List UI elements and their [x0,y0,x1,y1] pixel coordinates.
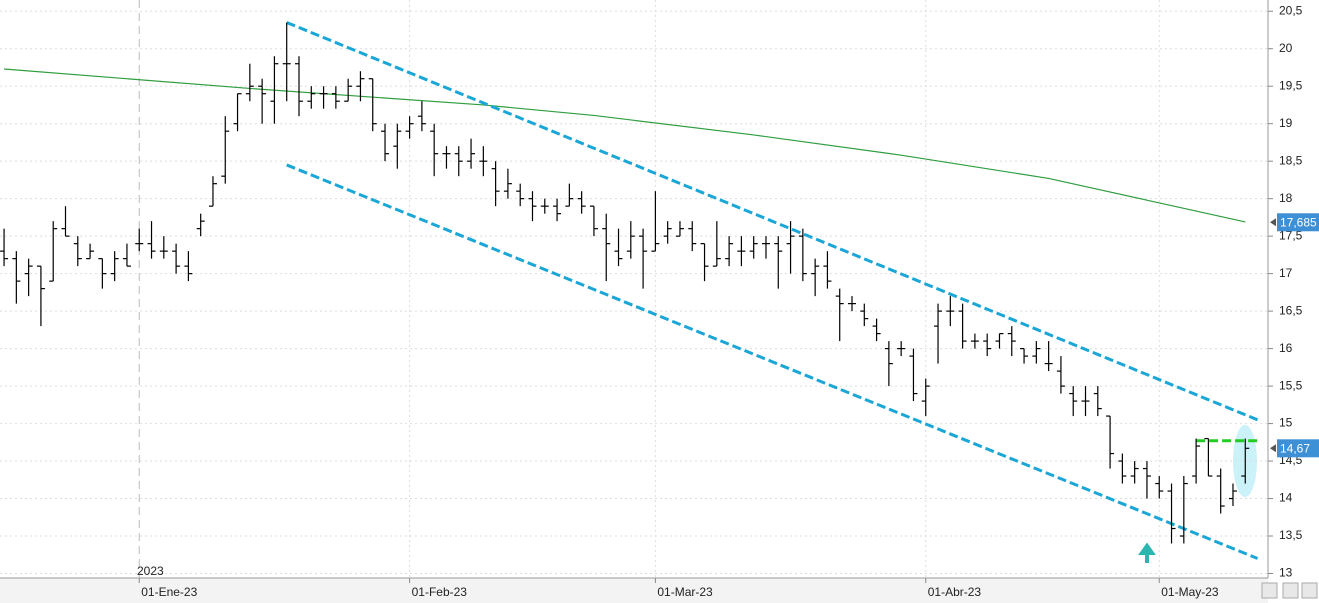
price-tag [1277,213,1319,232]
price-tag [1277,439,1319,458]
y-tick-label: 15 [1279,416,1293,430]
year-label: 2023 [137,564,164,578]
channel-line [286,21,1259,422]
y-tick-label: 19,5 [1279,78,1303,92]
price-tag-label: 14,67 [1280,441,1310,455]
channel-line [286,163,1259,560]
x-axis-band [0,578,1268,603]
x-tick-label: 01-Feb-23 [412,585,468,599]
x-tick-label: 01-Abr-23 [928,585,982,599]
y-tick-label: 18 [1279,191,1293,205]
y-tick-label: 15,5 [1279,378,1303,392]
y-tick-label: 17,5 [1279,228,1303,242]
x-tick-label: 01-May-23 [1161,585,1219,599]
y-tick-label: 16 [1279,341,1293,355]
toolbar-button[interactable] [1261,582,1278,599]
x-tick-label: 01-Ene-23 [141,585,197,599]
y-tick-label: 16,5 [1279,303,1303,317]
x-tick-label: 01-Mar-23 [657,585,713,599]
y-tick-label: 18,5 [1279,153,1303,167]
save-button[interactable] [1282,582,1299,599]
y-tick-label: 13,5 [1279,528,1303,542]
plot [0,0,1273,583]
settings-button[interactable] [1301,582,1318,599]
moving-average [4,68,1246,223]
y-tick-label: 20,5 [1279,3,1303,17]
y-tick-label: 14 [1279,491,1293,505]
y-tick-label: 13 [1279,566,1293,580]
y-tick-label: 20 [1279,41,1293,55]
y-tick-label: 19 [1279,116,1293,130]
up-arrow [1138,542,1156,563]
price-tag-pointer [1270,218,1276,227]
price-tag-label: 17,685 [1280,215,1317,229]
price-tag-pointer [1270,444,1276,453]
y-tick-label: 17 [1279,266,1293,280]
